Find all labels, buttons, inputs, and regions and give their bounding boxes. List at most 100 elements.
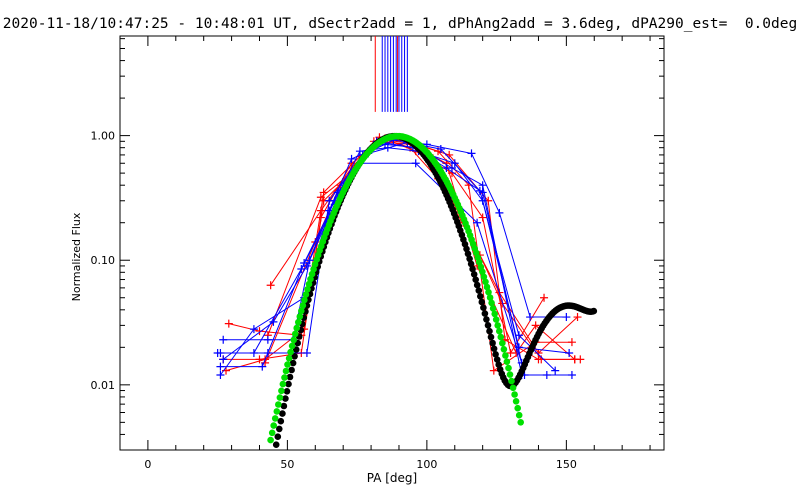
model-point-black-model — [480, 304, 487, 312]
data-point-red-4 — [534, 349, 543, 358]
model-point-green-model — [491, 310, 499, 318]
data-point-blue-4 — [542, 370, 551, 379]
model-point-green-model — [305, 280, 313, 288]
data-point-red-3 — [489, 366, 498, 375]
model-point-green-model — [295, 318, 302, 326]
model-point-black-model — [279, 410, 286, 417]
model-point-green-model — [267, 436, 274, 444]
series-line-blue-6 — [220, 141, 556, 371]
data-point-red-1 — [266, 281, 275, 290]
series-line-blue-3 — [223, 140, 572, 376]
model-point-green-model — [496, 327, 503, 335]
x-tick-label: 0 — [144, 458, 151, 471]
model-point-green-model — [299, 302, 307, 309]
data-point-blue-4 — [216, 370, 225, 379]
series-layer — [213, 133, 585, 379]
data-point-blue-2 — [565, 349, 574, 358]
model-point-black-model — [486, 327, 493, 335]
y-tick-label: 1.00 — [91, 130, 116, 143]
model-point-black-model — [291, 353, 298, 360]
data-point-blue-3 — [567, 370, 576, 379]
model-point-green-model — [517, 419, 524, 426]
x-tick-label: 150 — [556, 458, 577, 471]
model-point-black-model — [484, 322, 492, 329]
series-line-red-1 — [270, 136, 581, 360]
data-point-blue-6 — [475, 186, 484, 195]
data-point-blue-3 — [263, 335, 272, 344]
model-point-black-model — [487, 333, 495, 341]
data-point-blue-1 — [562, 313, 571, 322]
data-point-red-2 — [224, 319, 233, 328]
y-tick-label: 0.01 — [91, 379, 116, 392]
model-point-green-model — [512, 398, 520, 405]
data-point-blue-5 — [473, 218, 482, 227]
model-point-green-model — [499, 339, 506, 347]
data-point-blue-4 — [347, 154, 356, 163]
model-point-green-model — [302, 291, 310, 298]
model-point-green-model — [500, 346, 508, 353]
data-point-blue-2 — [258, 362, 267, 371]
model-point-green-model — [270, 422, 278, 429]
data-point-red-4 — [255, 355, 264, 364]
data-point-blue-1 — [302, 349, 311, 358]
model-point-green-model — [293, 324, 301, 332]
chart-title: 2020-11-18/10:47:25 - 10:48:01 UT, dSect… — [2, 16, 798, 32]
marker-layer — [374, 36, 408, 112]
model-point-green-model — [276, 394, 284, 401]
model-point-green-model — [279, 380, 287, 388]
series-line-blue-2 — [220, 147, 570, 368]
y-tick-label: 0.10 — [91, 254, 116, 267]
model-point-green-model — [494, 322, 502, 329]
model-point-green-model — [509, 384, 517, 392]
data-point-blue-5 — [219, 355, 228, 364]
series-line-red-4 — [223, 137, 578, 360]
model-point-black-model — [477, 293, 484, 300]
model-point-black-model — [590, 307, 598, 315]
series-line-red-6 — [264, 140, 576, 364]
model-point-green-model — [275, 401, 282, 408]
model-point-green-model — [278, 387, 285, 395]
model-point-green-model — [304, 286, 311, 293]
model-point-green-model — [485, 288, 492, 296]
model-point-black-model — [489, 339, 496, 347]
model-point-black-model — [274, 433, 282, 441]
model-point-green-model — [298, 307, 305, 315]
model-point-green-model — [296, 313, 304, 320]
model-point-black-model — [280, 402, 288, 410]
model-point-green-model — [287, 348, 294, 356]
series-line-blue-4 — [219, 143, 547, 376]
model-point-green-model — [488, 299, 495, 307]
model-point-green-model — [284, 361, 291, 368]
model-point-green-model — [482, 278, 489, 286]
data-point-blue-2 — [355, 147, 364, 156]
model-point-black-model — [472, 276, 480, 284]
model-point-green-model — [480, 273, 488, 281]
model-point-green-model — [307, 275, 314, 283]
model-point-black-model — [469, 265, 476, 273]
model-point-black-model — [272, 441, 280, 449]
model-point-green-model — [268, 429, 276, 437]
model-point-green-model — [508, 377, 515, 385]
model-point-black-model — [478, 298, 486, 306]
x-tick-label: 100 — [416, 458, 437, 471]
model-point-green-model — [273, 408, 281, 415]
model-point-green-model — [291, 330, 299, 338]
y-axis-label: Normalized Flux — [70, 212, 83, 301]
model-point-green-model — [489, 305, 497, 312]
model-point-black-model — [481, 310, 489, 317]
data-point-blue-5 — [302, 261, 311, 270]
model-point-black-model — [483, 316, 490, 323]
model-point-green-model — [503, 358, 511, 366]
model-point-green-model — [505, 364, 512, 372]
model-point-black-model — [473, 281, 481, 289]
model-point-green-model — [281, 374, 288, 381]
model-point-green-model — [479, 268, 486, 276]
model-point-green-model — [486, 294, 494, 301]
model-point-black-model — [464, 250, 472, 258]
data-point-red-5 — [540, 293, 549, 302]
data-point-blue-6 — [514, 331, 523, 340]
model-point-black-model — [282, 395, 289, 402]
model-point-black-model — [283, 388, 291, 395]
model-point-black-model — [288, 366, 295, 374]
